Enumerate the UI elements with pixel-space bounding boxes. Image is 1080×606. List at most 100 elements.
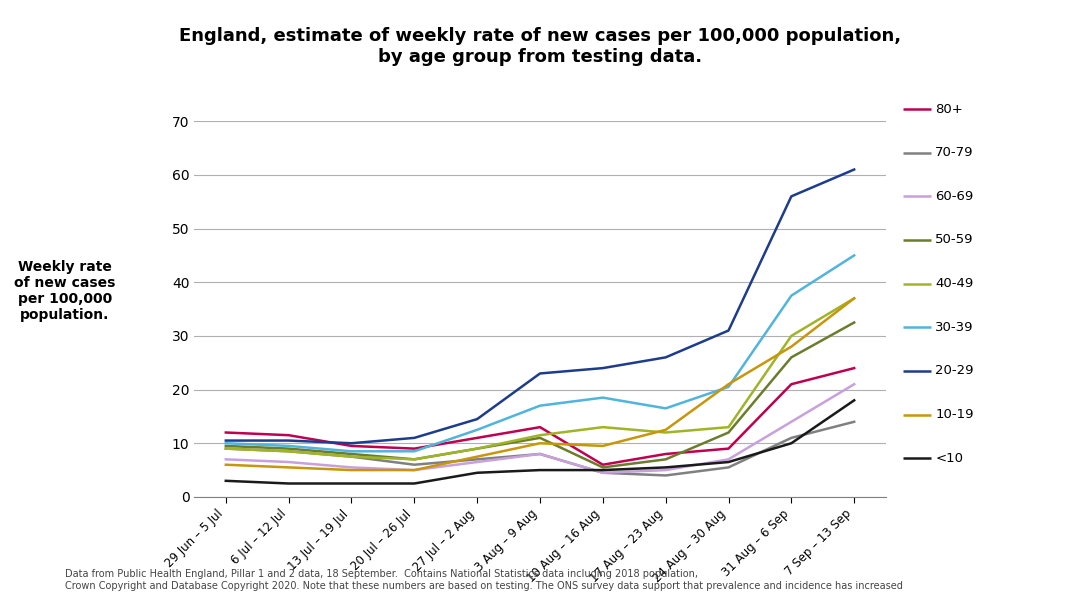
30-39	[471, 426, 484, 433]
<10	[596, 467, 609, 474]
80+	[471, 435, 484, 442]
70-79	[785, 435, 798, 442]
40-49	[785, 332, 798, 339]
40-49	[282, 448, 295, 455]
<10	[282, 480, 295, 487]
70-79	[345, 453, 357, 461]
Text: 20-29: 20-29	[935, 364, 974, 378]
60-69	[471, 458, 484, 465]
10-19	[534, 439, 546, 447]
<10	[345, 480, 357, 487]
40-49	[848, 295, 861, 302]
50-59	[282, 445, 295, 452]
50-59	[534, 435, 546, 442]
70-79	[848, 418, 861, 425]
60-69	[345, 464, 357, 471]
30-39	[659, 405, 672, 412]
30-39	[282, 442, 295, 450]
Line: 50-59: 50-59	[226, 322, 854, 467]
10-19	[723, 381, 735, 388]
Line: 10-19: 10-19	[226, 298, 854, 470]
80+	[723, 445, 735, 452]
70-79	[723, 464, 735, 471]
Text: 50-59: 50-59	[935, 233, 974, 247]
20-29	[659, 354, 672, 361]
40-49	[219, 445, 232, 452]
30-39	[723, 383, 735, 390]
60-69	[659, 467, 672, 474]
20-29	[534, 370, 546, 377]
<10	[659, 464, 672, 471]
20-29	[219, 437, 232, 444]
10-19	[219, 461, 232, 468]
Line: <10: <10	[226, 401, 854, 484]
40-49	[471, 445, 484, 452]
10-19	[659, 426, 672, 433]
Line: 80+: 80+	[226, 368, 854, 465]
60-69	[596, 469, 609, 476]
40-49	[659, 429, 672, 436]
50-59	[785, 354, 798, 361]
20-29	[471, 416, 484, 423]
Text: <10: <10	[935, 451, 963, 465]
Text: England, estimate of weekly rate of new cases per 100,000 population,
by age gro: England, estimate of weekly rate of new …	[179, 27, 901, 66]
80+	[785, 381, 798, 388]
70-79	[596, 469, 609, 476]
<10	[408, 480, 421, 487]
50-59	[596, 464, 609, 471]
Text: 40-49: 40-49	[935, 277, 973, 290]
80+	[659, 450, 672, 458]
50-59	[848, 319, 861, 326]
80+	[282, 431, 295, 439]
Text: Data from Public Health England, Pillar 1 and 2 data, 18 September.  Contains Na: Data from Public Health England, Pillar …	[65, 569, 903, 591]
70-79	[408, 461, 421, 468]
Line: 20-29: 20-29	[226, 170, 854, 443]
30-39	[534, 402, 546, 409]
30-39	[596, 394, 609, 401]
70-79	[219, 445, 232, 452]
10-19	[596, 442, 609, 450]
Text: 10-19: 10-19	[935, 408, 974, 421]
50-59	[471, 445, 484, 452]
20-29	[723, 327, 735, 334]
50-59	[659, 456, 672, 463]
30-39	[345, 448, 357, 455]
60-69	[219, 456, 232, 463]
<10	[219, 477, 232, 484]
20-29	[408, 435, 421, 442]
60-69	[534, 450, 546, 458]
30-39	[408, 448, 421, 455]
60-69	[848, 381, 861, 388]
Line: 70-79: 70-79	[226, 422, 854, 476]
<10	[848, 397, 861, 404]
10-19	[408, 467, 421, 474]
80+	[534, 424, 546, 431]
30-39	[848, 251, 861, 259]
Line: 30-39: 30-39	[226, 255, 854, 451]
20-29	[282, 437, 295, 444]
30-39	[785, 292, 798, 299]
Text: Weekly rate
of new cases
per 100,000
population.: Weekly rate of new cases per 100,000 pop…	[14, 259, 116, 322]
60-69	[785, 418, 798, 425]
80+	[219, 429, 232, 436]
10-19	[848, 295, 861, 302]
40-49	[408, 456, 421, 463]
70-79	[471, 456, 484, 463]
50-59	[345, 450, 357, 458]
10-19	[345, 467, 357, 474]
Text: 60-69: 60-69	[935, 190, 973, 203]
Text: 80+: 80+	[935, 102, 963, 116]
80+	[596, 461, 609, 468]
10-19	[785, 343, 798, 350]
<10	[785, 439, 798, 447]
Text: 30-39: 30-39	[935, 321, 974, 334]
10-19	[282, 464, 295, 471]
40-49	[345, 453, 357, 461]
80+	[848, 364, 861, 371]
30-39	[219, 439, 232, 447]
<10	[723, 458, 735, 465]
60-69	[282, 458, 295, 465]
20-29	[785, 193, 798, 200]
Line: 40-49: 40-49	[226, 298, 854, 459]
20-29	[596, 364, 609, 371]
